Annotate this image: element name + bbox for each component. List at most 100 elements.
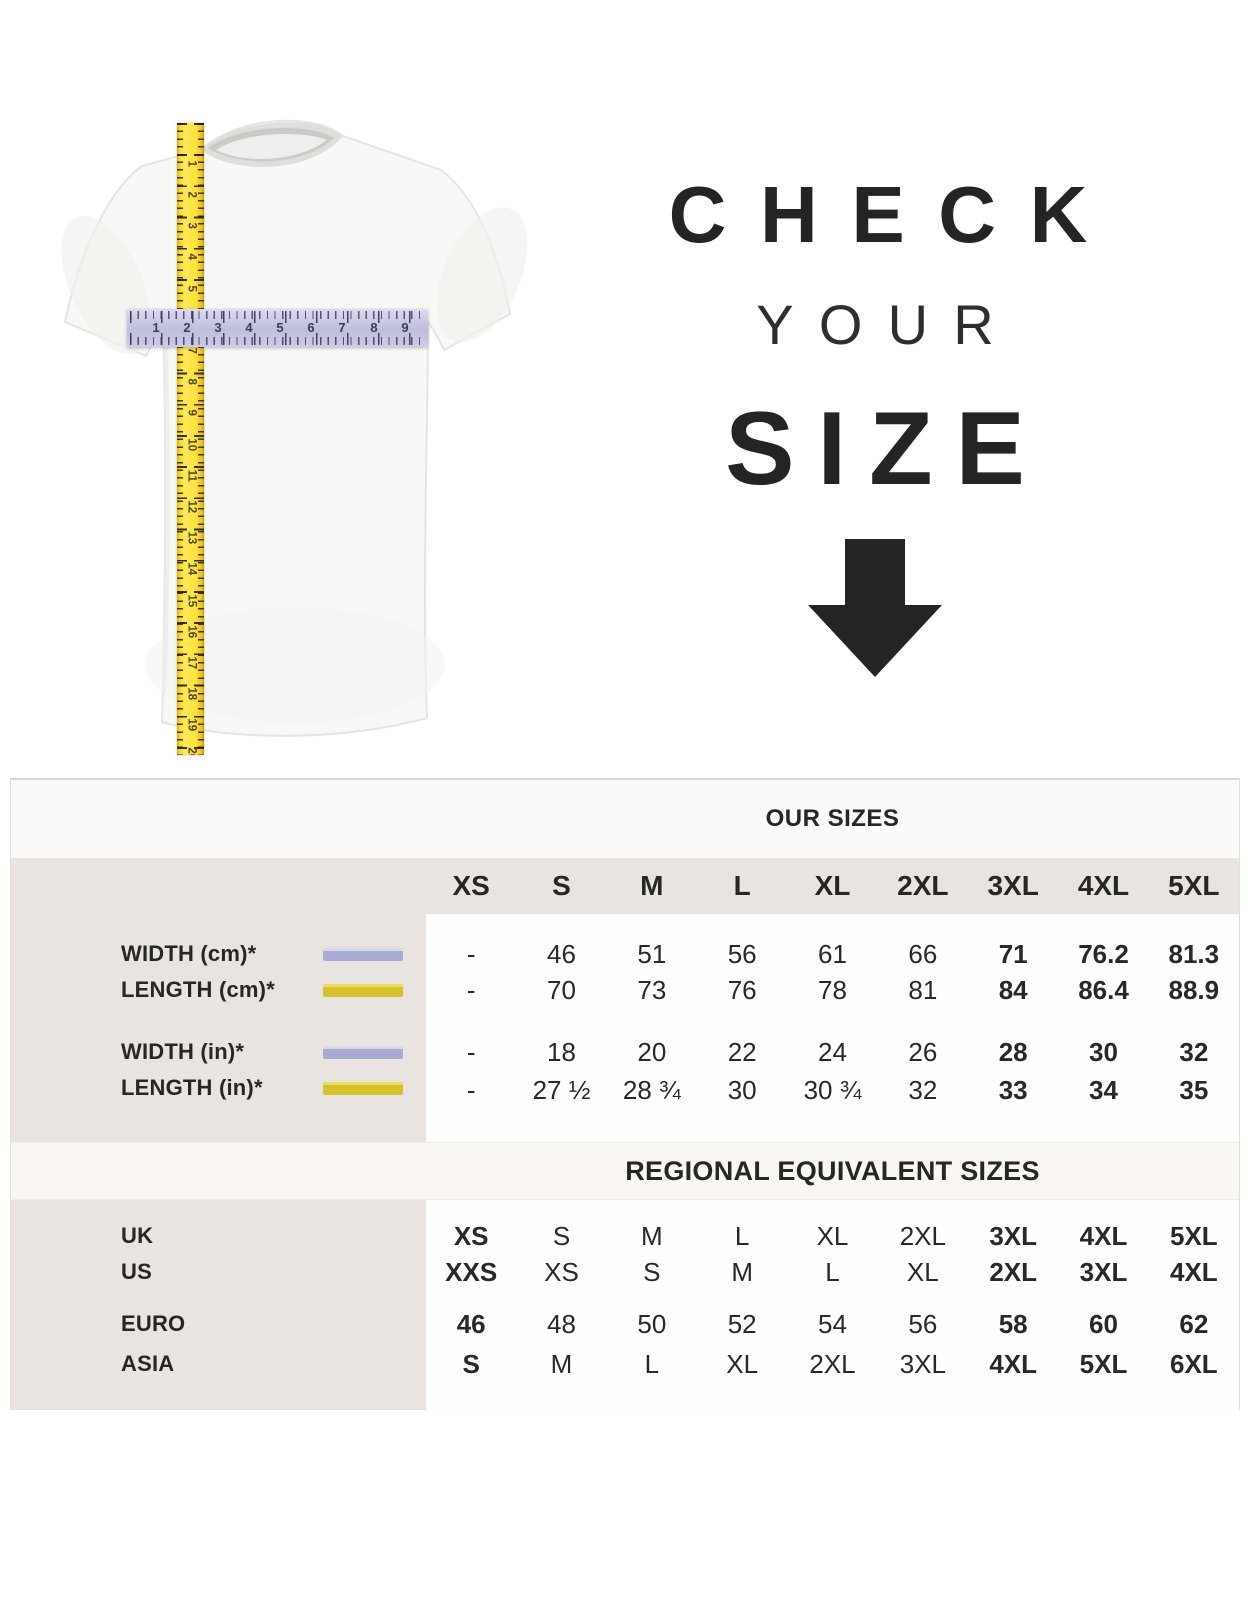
cell: 20 xyxy=(637,1036,667,1067)
cell: - xyxy=(466,938,476,969)
row-label-length-in: LENGTH (in)* xyxy=(11,1070,426,1106)
tape-number: 4 xyxy=(185,253,198,260)
cell: 52 xyxy=(727,1308,757,1339)
cell: 2XL xyxy=(989,1256,1037,1287)
cell: 5XL xyxy=(1169,1220,1218,1251)
ruler-major-ticks-top xyxy=(130,311,425,323)
size-header: 2XL xyxy=(897,870,949,901)
headline-your: YOUR xyxy=(756,293,1019,356)
row-label-us: US xyxy=(11,1254,426,1290)
cell: 27 ½ xyxy=(532,1074,591,1105)
cell: S xyxy=(643,1256,661,1287)
cell: 46 xyxy=(547,938,576,969)
cell: 58 xyxy=(998,1308,1028,1339)
arrow-head xyxy=(808,605,942,677)
cell: 88.9 xyxy=(1168,974,1220,1005)
row-label-uk: UK xyxy=(11,1218,426,1254)
row-label-asia: ASIA xyxy=(11,1344,426,1384)
yellow-length-bar xyxy=(323,983,403,997)
tape-number: 2 xyxy=(185,191,198,198)
cell: 24 xyxy=(818,1036,847,1067)
yellow-length-bar xyxy=(323,1081,403,1095)
body-shading xyxy=(145,607,445,723)
cell: XS xyxy=(453,1220,489,1251)
table-row-width-in: - 18 20 22 24 26 28 30 32 xyxy=(426,1034,1239,1070)
cell: S xyxy=(552,1220,571,1251)
cell: 81.3 xyxy=(1168,938,1220,969)
cell: - xyxy=(466,1074,476,1105)
cell: M xyxy=(640,1220,663,1251)
table-row-euro: 46 48 50 52 54 56 58 60 62 xyxy=(426,1304,1239,1344)
ruler-number: 5 xyxy=(276,320,284,335)
down-arrow-icon xyxy=(635,539,1115,677)
cell: M xyxy=(550,1348,573,1379)
row-label-width-in: WIDTH (in)* xyxy=(11,1034,426,1070)
cell: 76 xyxy=(727,974,757,1005)
regional-labels: UK US EURO ASIA xyxy=(11,1200,426,1412)
tape-number: 5 xyxy=(185,285,198,292)
ruler-number: 6 xyxy=(307,320,315,335)
label-text: US xyxy=(121,1259,152,1284)
cell: 6XL xyxy=(1169,1348,1218,1379)
tape-number: 14 xyxy=(185,562,198,576)
ruler-number: 2 xyxy=(183,320,191,335)
regional-values-panel: XS S M L XL 2XL 3XL 4XL 5XL XXS XS S M L… xyxy=(426,1200,1239,1412)
tape-number: 1 xyxy=(185,160,198,167)
cell: 70 xyxy=(547,974,576,1005)
regional-sizes-title: REGIONAL EQUIVALENT SIZES xyxy=(625,1155,1040,1186)
cell: M xyxy=(731,1256,753,1287)
tshirt-graphic xyxy=(61,119,528,737)
measurements-values-panel: - 46 51 56 61 66 71 76.2 81.3 - 70 73 76… xyxy=(426,914,1239,1142)
ruler-number: 7 xyxy=(338,320,346,335)
tape-number: 11 xyxy=(185,469,198,482)
ruler-major-ticks-bottom xyxy=(130,333,425,345)
arrow-stem xyxy=(845,539,905,605)
cell: 28 ¾ xyxy=(622,1074,681,1105)
tape-major-ticks-left xyxy=(177,123,187,755)
cell: L xyxy=(734,1220,750,1251)
table-row-us: XXS XS S M L XL 2XL 3XL 4XL xyxy=(426,1254,1239,1290)
cell: 78 xyxy=(818,974,847,1005)
ruler-number: 3 xyxy=(214,320,222,335)
size-header: 3XL xyxy=(987,870,1039,901)
cell: 56 xyxy=(727,938,757,969)
tape-number: 17 xyxy=(185,656,198,670)
cell: 54 xyxy=(818,1308,847,1339)
tshirt-illustration xyxy=(50,100,535,752)
cell: S xyxy=(462,1348,480,1379)
cell: 73 xyxy=(637,974,667,1005)
cell: 4XL xyxy=(1079,1220,1128,1251)
size-header-row: XS S M L XL 2XL 3XL 4XL 5XL xyxy=(11,858,1239,914)
cell: XS xyxy=(544,1256,579,1287)
label-text: ASIA xyxy=(121,1351,175,1376)
cell: XL xyxy=(726,1348,759,1379)
tape-number: 8 xyxy=(185,378,198,385)
size-header: S xyxy=(552,870,571,901)
cell: 71 xyxy=(998,938,1028,969)
cell: 3XL xyxy=(989,1220,1037,1251)
cell: 76.2 xyxy=(1078,938,1129,969)
cell: 61 xyxy=(818,938,847,969)
cell: 4XL xyxy=(989,1348,1037,1379)
ruler-number: 9 xyxy=(401,320,409,335)
cell: 60 xyxy=(1089,1308,1118,1339)
cell: XL xyxy=(906,1256,939,1287)
cell: 2XL xyxy=(809,1348,856,1379)
hero-section: 1 2 3 4 5 6 7 8 9 10 11 12 13 14 15 16 1… xyxy=(0,0,1251,778)
horizontal-ruler: 1 2 3 4 5 6 7 8 9 xyxy=(127,309,428,347)
tape-number: 15 xyxy=(185,594,198,608)
regional-sizes-band: REGIONAL EQUIVALENT SIZES xyxy=(11,1142,1239,1200)
measurements-section: WIDTH (cm)* LENGTH (cm)* WIDTH (in)* LEN… xyxy=(11,914,1239,1142)
collar-front xyxy=(216,134,327,160)
cell: 62 xyxy=(1179,1308,1209,1339)
tape-number: 12 xyxy=(185,500,198,514)
label-text: EURO xyxy=(121,1311,186,1336)
size-header: L xyxy=(733,870,751,901)
table-row-width-cm: - 46 51 56 61 66 71 76.2 81.3 xyxy=(426,936,1239,972)
tape-number: 18 xyxy=(185,687,198,701)
cell: 28 xyxy=(998,1036,1028,1067)
label-text: WIDTH (cm)* xyxy=(121,941,257,966)
size-header: 5XL xyxy=(1168,870,1220,901)
tape-major-ticks-right xyxy=(194,123,204,755)
